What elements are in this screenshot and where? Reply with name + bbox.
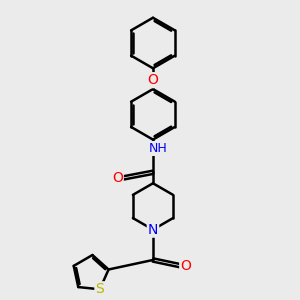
Text: S: S xyxy=(95,282,104,296)
Text: O: O xyxy=(180,259,191,273)
Text: N: N xyxy=(148,223,158,237)
Text: NH: NH xyxy=(149,142,168,155)
Text: O: O xyxy=(148,73,158,87)
Text: O: O xyxy=(112,171,123,185)
